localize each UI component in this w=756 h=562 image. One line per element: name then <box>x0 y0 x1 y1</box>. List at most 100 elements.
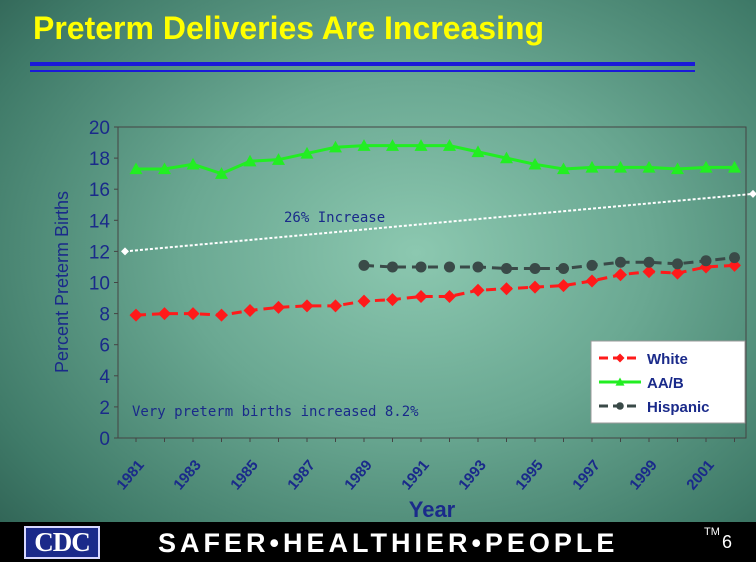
footer-slogan: SAFER•HEALTHIER•PEOPLE <box>158 528 619 558</box>
y-axis: 0 2 4 6 8 10 12 14 16 18 20 <box>89 118 118 450</box>
y-tick-label: 2 <box>99 398 110 419</box>
data-point <box>528 280 542 294</box>
y-axis-label: Percent Preterm Births <box>52 191 72 373</box>
data-point <box>728 160 741 173</box>
data-point <box>671 162 684 175</box>
y-tick-label: 4 <box>99 367 110 388</box>
legend-label: White <box>647 351 688 368</box>
slide-title: Preterm Deliveries Are Increasing <box>33 10 545 46</box>
data-point <box>186 157 200 170</box>
data-point <box>728 258 741 272</box>
series-aa-b <box>129 139 741 179</box>
y-tick-label: 6 <box>99 336 110 357</box>
annotation-very-preterm: Very preterm births increased 8.2% <box>132 404 419 420</box>
series-hispanic <box>358 252 740 275</box>
data-point <box>414 139 428 151</box>
data-point <box>443 289 456 303</box>
data-point <box>357 294 371 308</box>
title-underline-thin <box>30 70 695 72</box>
data-point <box>357 139 371 151</box>
legend-label: AA/B <box>647 375 684 392</box>
data-point <box>500 151 513 164</box>
data-point <box>158 162 171 175</box>
data-point <box>215 167 228 179</box>
trend-end-point <box>749 189 756 198</box>
x-axis: 1981 1983 1985 1987 1989 1991 1993 1995 1997 1999… <box>113 438 735 493</box>
trend-line <box>121 189 756 256</box>
data-point <box>586 259 598 271</box>
data-point <box>671 266 684 280</box>
title-underline-thick <box>30 62 695 66</box>
data-point <box>129 162 143 175</box>
data-point <box>528 157 542 170</box>
legend-marker <box>615 353 625 363</box>
data-point <box>243 303 257 317</box>
data-point <box>358 259 370 271</box>
data-point <box>558 263 569 275</box>
data-point <box>415 261 427 273</box>
data-point <box>443 139 456 151</box>
data-point <box>386 139 399 151</box>
series-line <box>136 144 735 176</box>
x-tick-label: 1993 <box>455 457 489 493</box>
data-point <box>614 160 627 173</box>
data-point <box>186 307 200 321</box>
trademark: TM <box>704 526 720 538</box>
data-point <box>614 268 627 282</box>
data-point <box>329 299 342 313</box>
series-white <box>129 258 741 322</box>
y-tick-label: 20 <box>89 118 110 139</box>
data-point <box>272 153 285 165</box>
data-point <box>700 255 712 267</box>
x-tick-label: 1999 <box>626 457 660 493</box>
data-point <box>215 308 228 322</box>
data-point <box>557 279 570 293</box>
x-tick-label: 1991 <box>398 457 432 493</box>
data-point <box>300 299 314 313</box>
legend: White AA/B Hispanic <box>590 340 746 424</box>
data-point <box>699 160 713 173</box>
data-point <box>585 274 599 288</box>
data-point <box>444 261 455 273</box>
x-tick-label: 2001 <box>683 457 717 493</box>
y-tick-label: 8 <box>99 305 110 326</box>
data-point <box>672 258 683 270</box>
x-tick-label: 1983 <box>170 457 204 493</box>
data-point <box>729 252 740 264</box>
data-point <box>471 283 485 297</box>
data-point <box>272 300 285 314</box>
cdc-logo: CDC <box>24 526 100 559</box>
data-point <box>557 162 570 175</box>
data-point <box>500 282 513 296</box>
legend-marker <box>616 402 624 410</box>
data-point <box>529 263 541 275</box>
legend-label: Hispanic <box>647 399 710 416</box>
data-point <box>387 261 398 273</box>
y-tick-label: 0 <box>99 429 110 450</box>
data-point <box>585 160 599 173</box>
data-point <box>329 140 342 153</box>
series-group <box>129 139 741 322</box>
data-point <box>129 308 143 322</box>
data-point <box>158 307 171 321</box>
x-tick-label: 1985 <box>227 457 261 493</box>
x-tick-label: 1987 <box>284 457 318 493</box>
y-tick-label: 10 <box>89 274 110 295</box>
data-point <box>615 256 626 268</box>
annotation-increase: 26% Increase <box>284 210 385 226</box>
x-tick-label: 1989 <box>341 457 375 493</box>
y-tick-label: 18 <box>89 149 110 170</box>
data-point <box>471 145 485 158</box>
series-line <box>135 263 735 317</box>
data-point <box>643 256 655 268</box>
trend-line-path <box>124 192 754 253</box>
x-tick-label: 1997 <box>569 457 603 493</box>
data-point <box>642 265 656 279</box>
page-number: 6 <box>722 532 733 552</box>
x-tick-label: 1995 <box>512 457 546 493</box>
y-tick-label: 14 <box>89 211 111 232</box>
data-point <box>300 146 314 159</box>
data-point <box>501 263 512 275</box>
data-point <box>472 261 484 273</box>
